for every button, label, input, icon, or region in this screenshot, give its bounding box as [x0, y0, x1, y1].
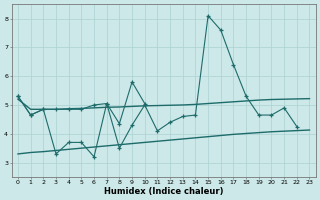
X-axis label: Humidex (Indice chaleur): Humidex (Indice chaleur) [104, 187, 223, 196]
